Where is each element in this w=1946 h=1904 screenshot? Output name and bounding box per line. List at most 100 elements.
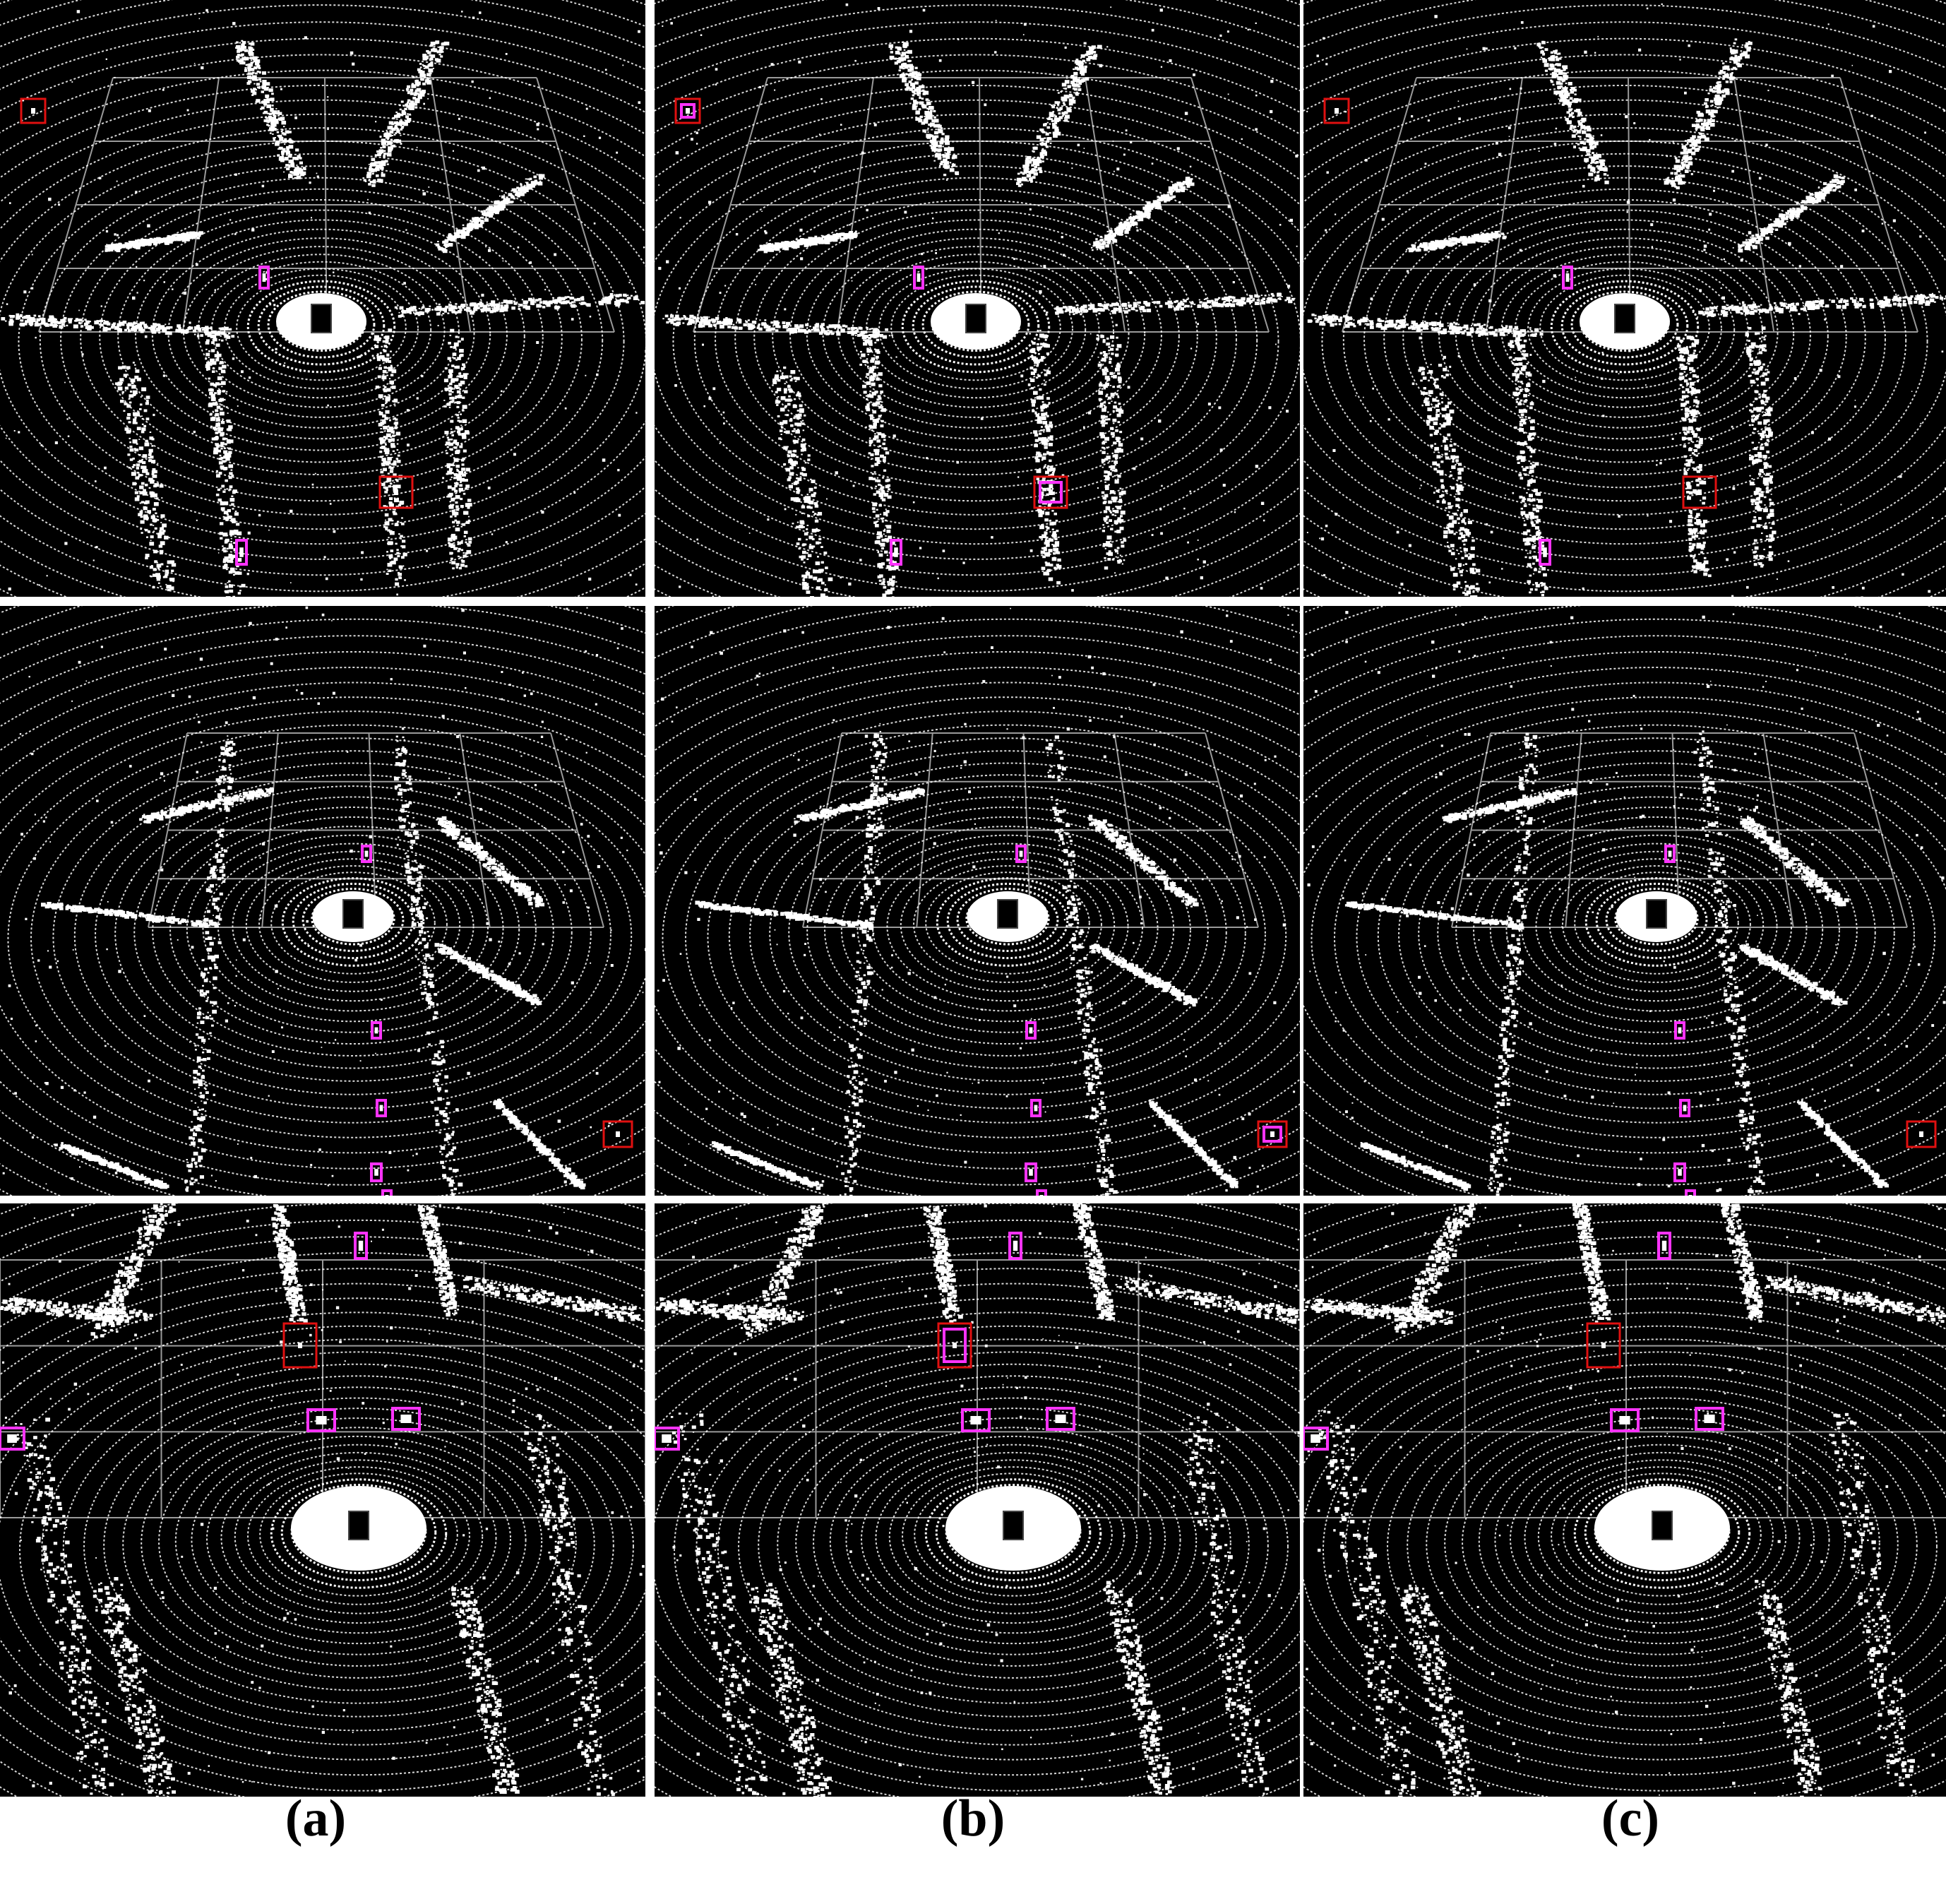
- scatter-points: [657, 1204, 1300, 1795]
- structures: [1, 40, 645, 597]
- ego-vehicle: [1003, 1511, 1024, 1540]
- structures: [662, 42, 1296, 597]
- panel-row3-col-a: [0, 1203, 645, 1797]
- detection-box: [943, 1328, 967, 1363]
- scatter-points: [1303, 611, 1946, 1196]
- detection-boxes: [1303, 1232, 1724, 1451]
- scatter-points: [658, 3, 1299, 597]
- detection-boxes: [1015, 845, 1047, 1196]
- ego-vehicle: [348, 1511, 369, 1540]
- highlight-box: [674, 97, 701, 124]
- detection-box: [354, 1232, 368, 1260]
- highlight-box: [1323, 97, 1350, 124]
- panel-row2-col-b: [655, 606, 1300, 1196]
- detection-box: [1679, 1099, 1690, 1117]
- detection-box: [371, 1021, 382, 1040]
- panel-row2-col-c: [1303, 606, 1946, 1196]
- highlight-box: [1586, 1322, 1621, 1369]
- highlight-boxes: [1323, 97, 1717, 509]
- detection-box: [370, 1162, 383, 1182]
- ego-vehicle: [997, 899, 1018, 929]
- panel-row2-col-a: [0, 606, 645, 1196]
- structures: [695, 731, 1238, 1196]
- panel-row1-col-a: [0, 0, 645, 597]
- detection-box: [1610, 1408, 1640, 1432]
- highlight-boxes: [1906, 1120, 1937, 1148]
- ego-vehicle: [1646, 899, 1667, 929]
- detection-box: [361, 845, 372, 863]
- scan-rings: [655, 1203, 1300, 1797]
- caption-c: (c): [1524, 1780, 1736, 1857]
- detection-box: [1008, 1232, 1022, 1260]
- panel-row3-col-b: [655, 1203, 1300, 1797]
- scan-rings: [655, 606, 1300, 1196]
- scan-rings: [0, 606, 645, 1196]
- ground-grid: [148, 732, 604, 928]
- highlight-box: [1257, 1120, 1288, 1148]
- detection-boxes: [235, 266, 270, 566]
- detection-box: [961, 1408, 991, 1432]
- highlight-box: [937, 1322, 972, 1369]
- ground-grid: [802, 732, 1259, 928]
- scatter-points: [2, 606, 645, 1186]
- scatter-points: [1306, 3, 1946, 597]
- caption-b: (b): [867, 1780, 1079, 1857]
- highlight-box: [378, 475, 414, 509]
- detection-box: [1657, 1232, 1671, 1260]
- highlight-boxes: [674, 97, 1068, 509]
- ego-vehicle: [1614, 304, 1635, 333]
- highlight-box: [1033, 475, 1068, 509]
- scatter-points: [5, 8, 645, 596]
- scan-rings: [1303, 0, 1946, 597]
- detection-box: [1015, 845, 1027, 863]
- detection-box: [376, 1099, 387, 1117]
- detection-box: [1664, 845, 1676, 863]
- detection-box: [913, 266, 924, 290]
- detection-box: [680, 103, 696, 119]
- highlight-box: [1682, 475, 1717, 509]
- highlight-box: [20, 97, 47, 124]
- ground-grid: [1451, 732, 1908, 928]
- scatter-points: [657, 607, 1296, 1196]
- highlight-box: [282, 1322, 318, 1369]
- detection-box: [306, 1408, 336, 1432]
- ego-vehicle: [965, 304, 986, 333]
- caption-a: (a): [210, 1780, 422, 1857]
- detection-boxes: [1539, 266, 1573, 566]
- scan-rings: [1303, 606, 1946, 1196]
- detection-box: [1539, 539, 1551, 566]
- highlight-boxes: [1586, 1322, 1621, 1369]
- detection-box: [1674, 1021, 1685, 1040]
- highlight-boxes: [1257, 1120, 1288, 1148]
- detection-box: [1562, 266, 1573, 290]
- highlight-box: [602, 1120, 633, 1148]
- highlight-box: [1906, 1120, 1937, 1148]
- structures: [1307, 38, 1946, 597]
- detection-box: [1025, 1162, 1037, 1182]
- detection-boxes: [1664, 845, 1696, 1196]
- detection-box: [1030, 1099, 1041, 1117]
- detection-box: [1685, 1189, 1696, 1196]
- detection-box: [391, 1407, 421, 1431]
- scatter-points: [2, 1204, 645, 1796]
- panel-row1-col-b: [655, 0, 1300, 597]
- detection-box: [1262, 1126, 1282, 1143]
- detection-boxes: [890, 266, 924, 566]
- detection-box: [655, 1427, 680, 1451]
- structures: [41, 735, 586, 1196]
- detection-box: [1046, 1407, 1075, 1431]
- structures: [655, 1203, 1300, 1797]
- detection-boxes: [361, 845, 393, 1196]
- ego-vehicle: [342, 899, 364, 929]
- structures: [1303, 1203, 1946, 1797]
- highlight-boxes: [282, 1322, 318, 1369]
- highlight-boxes: [20, 97, 414, 509]
- ego-vehicle: [311, 304, 332, 333]
- detection-box: [1303, 1427, 1329, 1451]
- detection-boxes: [655, 1232, 1075, 1451]
- detection-box: [1695, 1407, 1724, 1431]
- scatter-points: [1306, 1204, 1945, 1796]
- detection-box: [1673, 1162, 1686, 1182]
- highlight-boxes: [937, 1322, 972, 1369]
